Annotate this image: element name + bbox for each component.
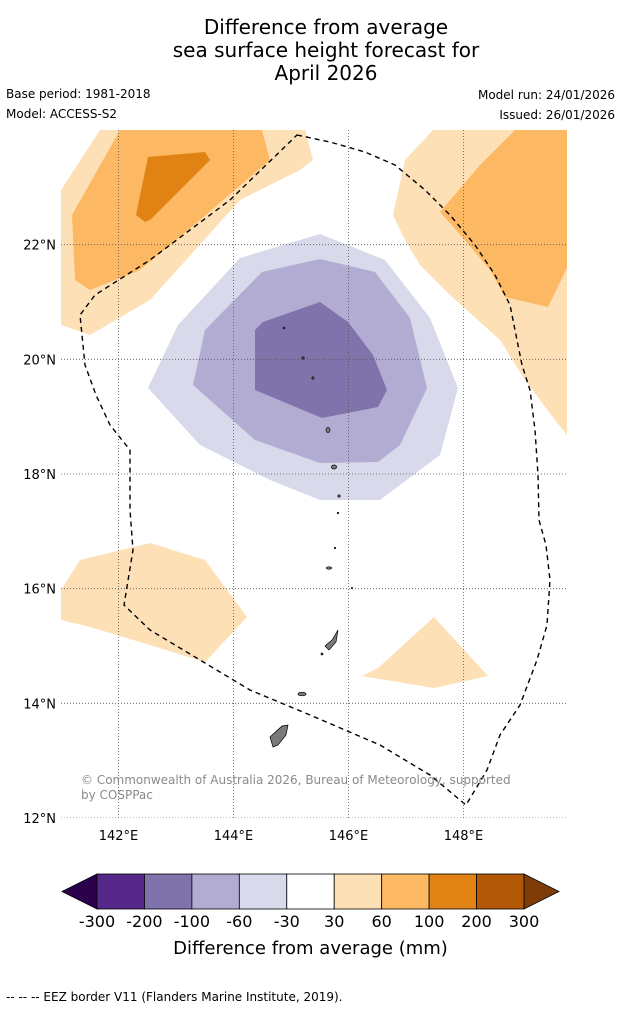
colorbar-over-triangle [523,873,560,910]
lat-tick-label: 16°N [23,583,56,598]
colorbar-title: Difference from average (mm) [173,938,448,959]
colorbar-tick-label: 100 [414,912,445,931]
copyright-line-1: © Commonwealth of Australia 2026, Bureau… [81,773,511,787]
title-line-1: Difference from average [203,15,449,39]
colorbar-swatch [333,873,383,910]
eez-border [79,134,551,807]
mariana-islands [269,326,354,748]
title-line-3: April 2026 [274,61,378,85]
island-farallon-de-pajaros [282,326,286,330]
lat-tick-label: 14°N [23,697,56,712]
colorbar: -300 -200 -100 -60 -30 30 60 100 200 300 Differen… [61,873,560,959]
island-alamagan [337,494,341,498]
colorbar-tick-label: -30 [274,912,300,931]
colorbar-swatch [238,873,288,910]
colorbar-tick-label: 300 [509,912,540,931]
lon-tick-label: 146°E [329,829,369,844]
base-period: Base period: 1981-2018 [6,87,151,101]
colorbar-swatch [428,873,477,910]
colorbar-swatch [286,873,335,910]
model-name: Model: ACCESS-S2 [6,107,118,121]
island-guam [269,724,289,748]
colorbar-swatches [96,873,525,910]
lat-tick-label: 18°N [23,468,56,483]
colorbar-tick-label: -200 [126,912,162,931]
copyright-line-2: by COSPPac [81,788,153,802]
colorbar-tick-label: 60 [371,912,391,931]
anomaly-area-60-100-northeast [440,130,567,307]
island-pagan [331,464,337,470]
lat-tick-label: 12°N [23,812,56,827]
island-guguan [336,511,340,515]
island-asuncion [311,376,315,380]
island-rota [297,691,307,697]
anomaly-area-100-200-northwest [136,152,210,222]
colorbar-tick-label: -100 [174,912,210,931]
colorbar-swatch [191,873,240,910]
island-sarigan [333,546,337,550]
colorbar-swatch [381,873,430,910]
anomaly-area-neg100-neg200-central [255,302,387,418]
colorbar-swatch [476,873,525,910]
island-aguijan [320,652,324,656]
map-panel: © Commonwealth of Australia 2026, Bureau… [61,130,567,818]
lat-tick-label: 20°N [23,353,56,368]
longitude-labels: 142°E 144°E 146°E 148°E [99,829,484,844]
island-anatahan [326,566,332,570]
anomaly-area-60-100-northwest [72,130,270,290]
lon-tick-label: 142°E [99,829,139,844]
colorbar-tick-label: -300 [79,912,115,931]
latitude-labels: 22°N 20°N 18°N 16°N 14°N 12°N [23,239,56,827]
lon-tick-label: 144°E [214,829,254,844]
colorbar-under-triangle [61,873,98,910]
colorbar-tick-label: 200 [461,912,492,931]
issued-date: Issued: 26/01/2026 [499,108,615,122]
title-line-2: sea surface height forecast for [172,38,480,62]
colorbar-tick-label: 30 [324,912,344,931]
island-maug [301,356,305,360]
island-agrihan [325,427,331,433]
island-saipan-tinian [324,629,339,651]
model-run: Model run: 24/01/2026 [477,88,615,102]
colorbar-tick-labels: -300 -200 -100 -60 -30 30 60 100 200 300 [79,912,539,931]
colorbar-tick-label: -60 [226,912,252,931]
anomaly-area-30-60-southwest [61,543,247,662]
colorbar-swatch [144,873,193,910]
lon-tick-label: 148°E [444,829,484,844]
map-title: Difference from average sea surface heig… [0,16,621,85]
gridlines [61,130,567,818]
colorbar-swatch [96,873,145,910]
lat-tick-label: 22°N [23,239,56,254]
eez-footnote: -- -- -- EEZ border V11 (Flanders Marine… [6,990,343,1004]
anomaly-area-30-60-southeast [362,617,488,688]
